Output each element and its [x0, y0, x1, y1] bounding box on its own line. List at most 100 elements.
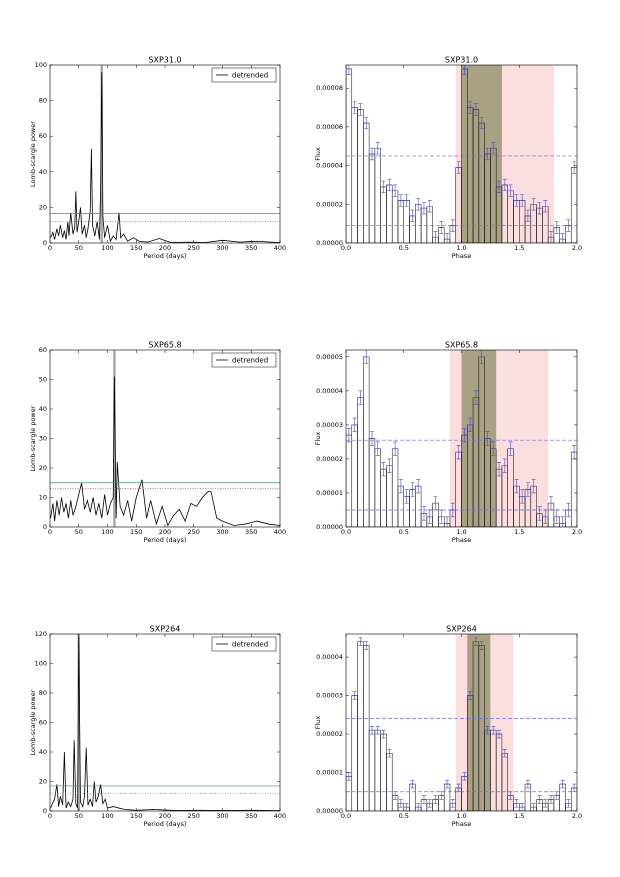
- error-bar: [530, 803, 537, 811]
- y-tick-label: 80: [39, 97, 47, 105]
- error-bar: [478, 350, 485, 364]
- error-bar: [386, 178, 393, 192]
- x-tick-label: 0.0: [341, 812, 351, 820]
- error-bar: [507, 791, 514, 800]
- x-axis-label: Phase: [452, 252, 471, 260]
- plot-area: [346, 634, 577, 811]
- y-tick-label: 0: [43, 523, 47, 531]
- error-bar: [496, 180, 502, 193]
- error-bar: [444, 516, 450, 527]
- x-tick-label: 250: [188, 812, 200, 820]
- error-bar: [473, 103, 479, 116]
- error-bar: [432, 231, 439, 243]
- chart-title: SXP264: [150, 625, 181, 634]
- error-bar: [513, 194, 520, 207]
- error-bar: [363, 116, 370, 130]
- x-tick-label: 50: [75, 244, 83, 252]
- x-tick-label: 2.0: [572, 244, 582, 252]
- error-bar: [461, 427, 468, 443]
- error-bar: [501, 178, 508, 192]
- bin-bar: [363, 645, 370, 811]
- error-bar: [565, 219, 572, 232]
- x-tick-label: 0.5: [399, 244, 409, 252]
- error-bar: [397, 479, 404, 494]
- bin-bar: [374, 729, 381, 811]
- x-axis-label: Phase: [452, 536, 471, 544]
- x-tick-label: 300: [216, 244, 228, 252]
- y-tick-label: 20: [39, 464, 47, 472]
- error-bar: [351, 417, 358, 432]
- y-tick-label: 100: [35, 61, 47, 69]
- x-tick-label: 200: [159, 812, 171, 820]
- error-bar: [397, 799, 404, 808]
- error-bar: [536, 795, 543, 804]
- error-bar: [455, 783, 462, 793]
- y-tick-label: 10: [39, 494, 47, 502]
- error-bar: [519, 194, 526, 207]
- bin-bar: [386, 465, 393, 527]
- error-bar: [415, 803, 422, 811]
- y-tick-label: 0.00005: [316, 353, 343, 361]
- legend-box: [211, 352, 277, 368]
- x-tick-label: 350: [245, 812, 257, 820]
- y-tick-label: 60: [39, 346, 47, 354]
- y-tick-label: 0: [43, 807, 47, 815]
- x-tick-label: 100: [101, 812, 113, 820]
- chart-panel: 0.0 0.5 1.0 1.5 2.0 0.00000 0.00001 0.00002 0.00…: [314, 341, 582, 545]
- error-bar: [559, 233, 566, 243]
- error-bar: [351, 691, 358, 700]
- axes-frame: [49, 64, 281, 244]
- phase-span: [461, 65, 502, 243]
- y-tick-label: 0.00006: [316, 123, 343, 131]
- error-bar: [403, 803, 410, 811]
- y-tick-label: 0.00002: [316, 200, 343, 208]
- error-bar: [444, 233, 450, 243]
- error-bar: [380, 462, 387, 477]
- periodogram-line: [50, 72, 280, 243]
- bin-bar: [386, 184, 393, 243]
- error-bar: [490, 726, 497, 735]
- error-bar: [409, 779, 416, 789]
- x-axis-label: Phase: [452, 820, 471, 828]
- y-tick-label: 0.00001: [316, 769, 343, 777]
- error-bar: [513, 479, 520, 494]
- error-bar: [548, 795, 554, 804]
- error-bar: [369, 726, 375, 735]
- bin-bar: [380, 468, 387, 527]
- x-tick-label: 400: [274, 528, 286, 536]
- bin-bar: [357, 109, 364, 243]
- error-bar: [392, 791, 398, 800]
- error-bar: [536, 202, 543, 215]
- error-bar: [467, 417, 474, 432]
- legend-label: detrended: [232, 641, 268, 649]
- error-bar: [473, 390, 479, 405]
- x-tick-label: 100: [101, 528, 113, 536]
- error-bar: [449, 799, 456, 808]
- x-tick-label: 50: [75, 812, 83, 820]
- x-tick-label: 150: [130, 528, 142, 536]
- error-bar: [501, 458, 508, 473]
- error-bar: [415, 198, 422, 211]
- bin-bar: [363, 122, 370, 243]
- y-tick-label: 0.00001: [316, 489, 343, 497]
- x-tick-label: 350: [245, 244, 257, 252]
- x-tick-label: 300: [216, 528, 228, 536]
- error-bar: [507, 441, 514, 456]
- x-tick-label: 0.0: [341, 244, 351, 252]
- y-tick-label: 0.00004: [316, 387, 343, 395]
- error-bar: [363, 350, 370, 364]
- bin-bar: [368, 729, 376, 811]
- error-bar: [553, 791, 560, 800]
- error-bar: [525, 209, 531, 223]
- bin-bar: [380, 733, 387, 811]
- y-tick-label: 0.00003: [316, 692, 343, 700]
- error-bar: [374, 441, 381, 456]
- y-axis-label: Flux: [314, 716, 322, 730]
- error-bar: [380, 729, 387, 739]
- error-bar: [473, 637, 479, 646]
- x-axis-label: Period (days): [144, 252, 187, 260]
- error-bar: [467, 101, 474, 114]
- error-bar: [369, 147, 375, 161]
- legend-box: [211, 67, 277, 83]
